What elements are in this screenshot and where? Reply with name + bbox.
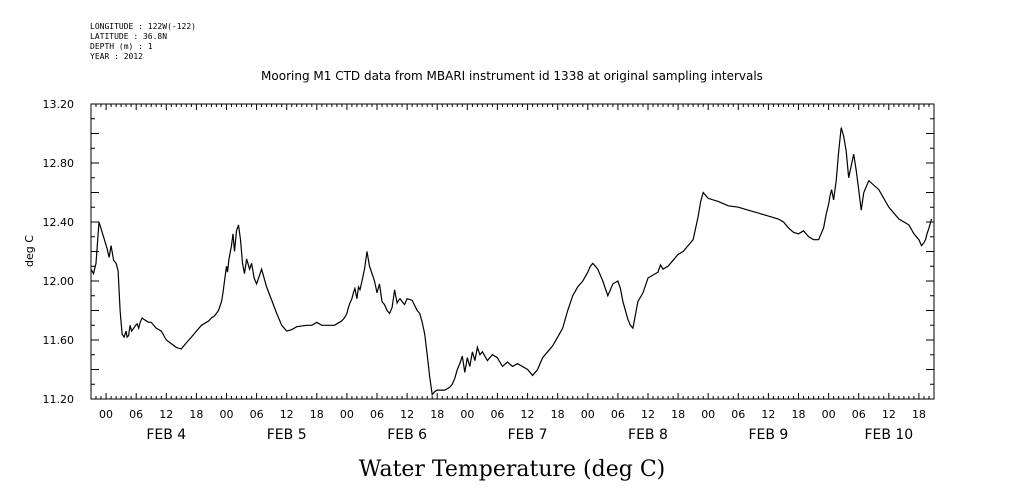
x-hour-label: 00 — [581, 408, 595, 421]
x-hour-label: 00 — [701, 408, 715, 421]
y-tick-label: 11.60 — [43, 334, 75, 347]
plot-frame — [90, 103, 935, 400]
longitude-label: LONGITUDE : 122W(-122) — [90, 22, 196, 31]
x-hour-label: 00 — [219, 408, 233, 421]
axis-ticks — [90, 103, 935, 400]
x-hour-label: 12 — [400, 408, 414, 421]
x-hour-label: 06 — [611, 408, 625, 421]
y-tick-label: 12.40 — [43, 216, 75, 229]
x-date-label: FEB 8 — [628, 427, 668, 443]
x-date-label: FEB 10 — [864, 427, 913, 443]
y-tick-label: 13.20 — [43, 98, 75, 111]
latitude-label: LATITUDE : 36.8N — [90, 32, 168, 41]
x-date-label: FEB 6 — [387, 427, 427, 443]
y-tick-label: 12.80 — [43, 157, 75, 170]
x-hour-label: 06 — [852, 408, 866, 421]
x-hour-label: 00 — [99, 408, 113, 421]
y-tick-label: 11.20 — [43, 393, 75, 406]
x-hour-label: 06 — [731, 408, 745, 421]
tick-marks — [90, 103, 935, 400]
x-date-label: FEB 5 — [267, 427, 307, 443]
x-hour-label: 06 — [129, 408, 143, 421]
x-hour-label: 12 — [761, 408, 775, 421]
depth-label: DEPTH (m) : 1 — [90, 42, 153, 51]
x-hour-label: 18 — [189, 408, 203, 421]
y-axis-label: deg C — [23, 235, 36, 267]
year-label: YEAR : 2012 — [90, 52, 143, 61]
x-hour-label: 18 — [671, 408, 685, 421]
x-hour-label: 18 — [310, 408, 324, 421]
x-date-label: FEB 7 — [508, 427, 548, 443]
x-hour-label: 18 — [912, 408, 926, 421]
x-hour-label: 00 — [460, 408, 474, 421]
x-date-labels: FEB 4 FEB 5 FEB 6 FEB 7 FEB 8 FEB 9 FEB 10 — [146, 427, 913, 443]
chart-title: Mooring M1 CTD data from MBARI instrumen… — [261, 69, 763, 83]
y-tick-labels: 11.20 11.60 12.00 12.40 12.80 13.20 — [43, 98, 75, 406]
x-axis-label: Water Temperature (deg C) — [359, 457, 666, 482]
x-hour-label: 18 — [551, 408, 565, 421]
x-hour-label: 00 — [822, 408, 836, 421]
x-hour-label: 12 — [159, 408, 173, 421]
x-hour-label: 18 — [430, 408, 444, 421]
x-hour-label: 06 — [250, 408, 264, 421]
water-temperature-line — [90, 127, 933, 397]
x-hour-labels: 00 06 12 18 00 06 12 18 00 06 12 18 00 06 12 18 00 06 12 18… — [99, 408, 926, 421]
x-hour-label: 06 — [370, 408, 384, 421]
x-hour-label: 12 — [521, 408, 535, 421]
x-hour-label: 00 — [340, 408, 354, 421]
x-hour-label: 18 — [792, 408, 806, 421]
x-date-label: FEB 4 — [146, 427, 186, 443]
y-tick-label: 12.00 — [43, 275, 75, 288]
x-hour-label: 12 — [882, 408, 896, 421]
x-hour-label: 06 — [490, 408, 504, 421]
x-hour-label: 12 — [280, 408, 294, 421]
x-date-label: FEB 9 — [748, 427, 788, 443]
x-hour-label: 12 — [641, 408, 655, 421]
